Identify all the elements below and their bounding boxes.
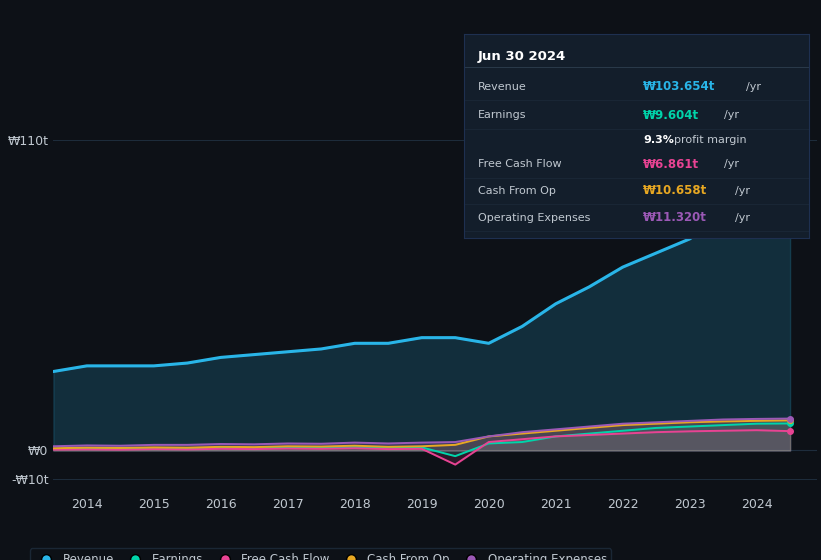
Text: /yr: /yr <box>724 110 739 120</box>
Text: 9.3%: 9.3% <box>643 135 674 145</box>
Text: profit margin: profit margin <box>674 135 747 145</box>
Text: Revenue: Revenue <box>478 82 526 92</box>
Text: /yr: /yr <box>746 82 761 92</box>
Text: ₩11.320t: ₩11.320t <box>643 211 707 224</box>
Text: /yr: /yr <box>724 160 739 170</box>
Text: Jun 30 2024: Jun 30 2024 <box>478 50 566 63</box>
Text: ₩6.861t: ₩6.861t <box>643 158 699 171</box>
Text: Free Cash Flow: Free Cash Flow <box>478 160 562 170</box>
Text: ₩10.658t: ₩10.658t <box>643 184 708 198</box>
Text: Earnings: Earnings <box>478 110 526 120</box>
Text: /yr: /yr <box>735 186 750 196</box>
Text: ₩103.654t: ₩103.654t <box>643 80 716 94</box>
Legend: Revenue, Earnings, Free Cash Flow, Cash From Op, Operating Expenses: Revenue, Earnings, Free Cash Flow, Cash … <box>30 548 612 560</box>
Text: /yr: /yr <box>735 213 750 222</box>
Text: Operating Expenses: Operating Expenses <box>478 213 590 222</box>
Text: ₩9.604t: ₩9.604t <box>643 109 699 122</box>
Text: Cash From Op: Cash From Op <box>478 186 556 196</box>
